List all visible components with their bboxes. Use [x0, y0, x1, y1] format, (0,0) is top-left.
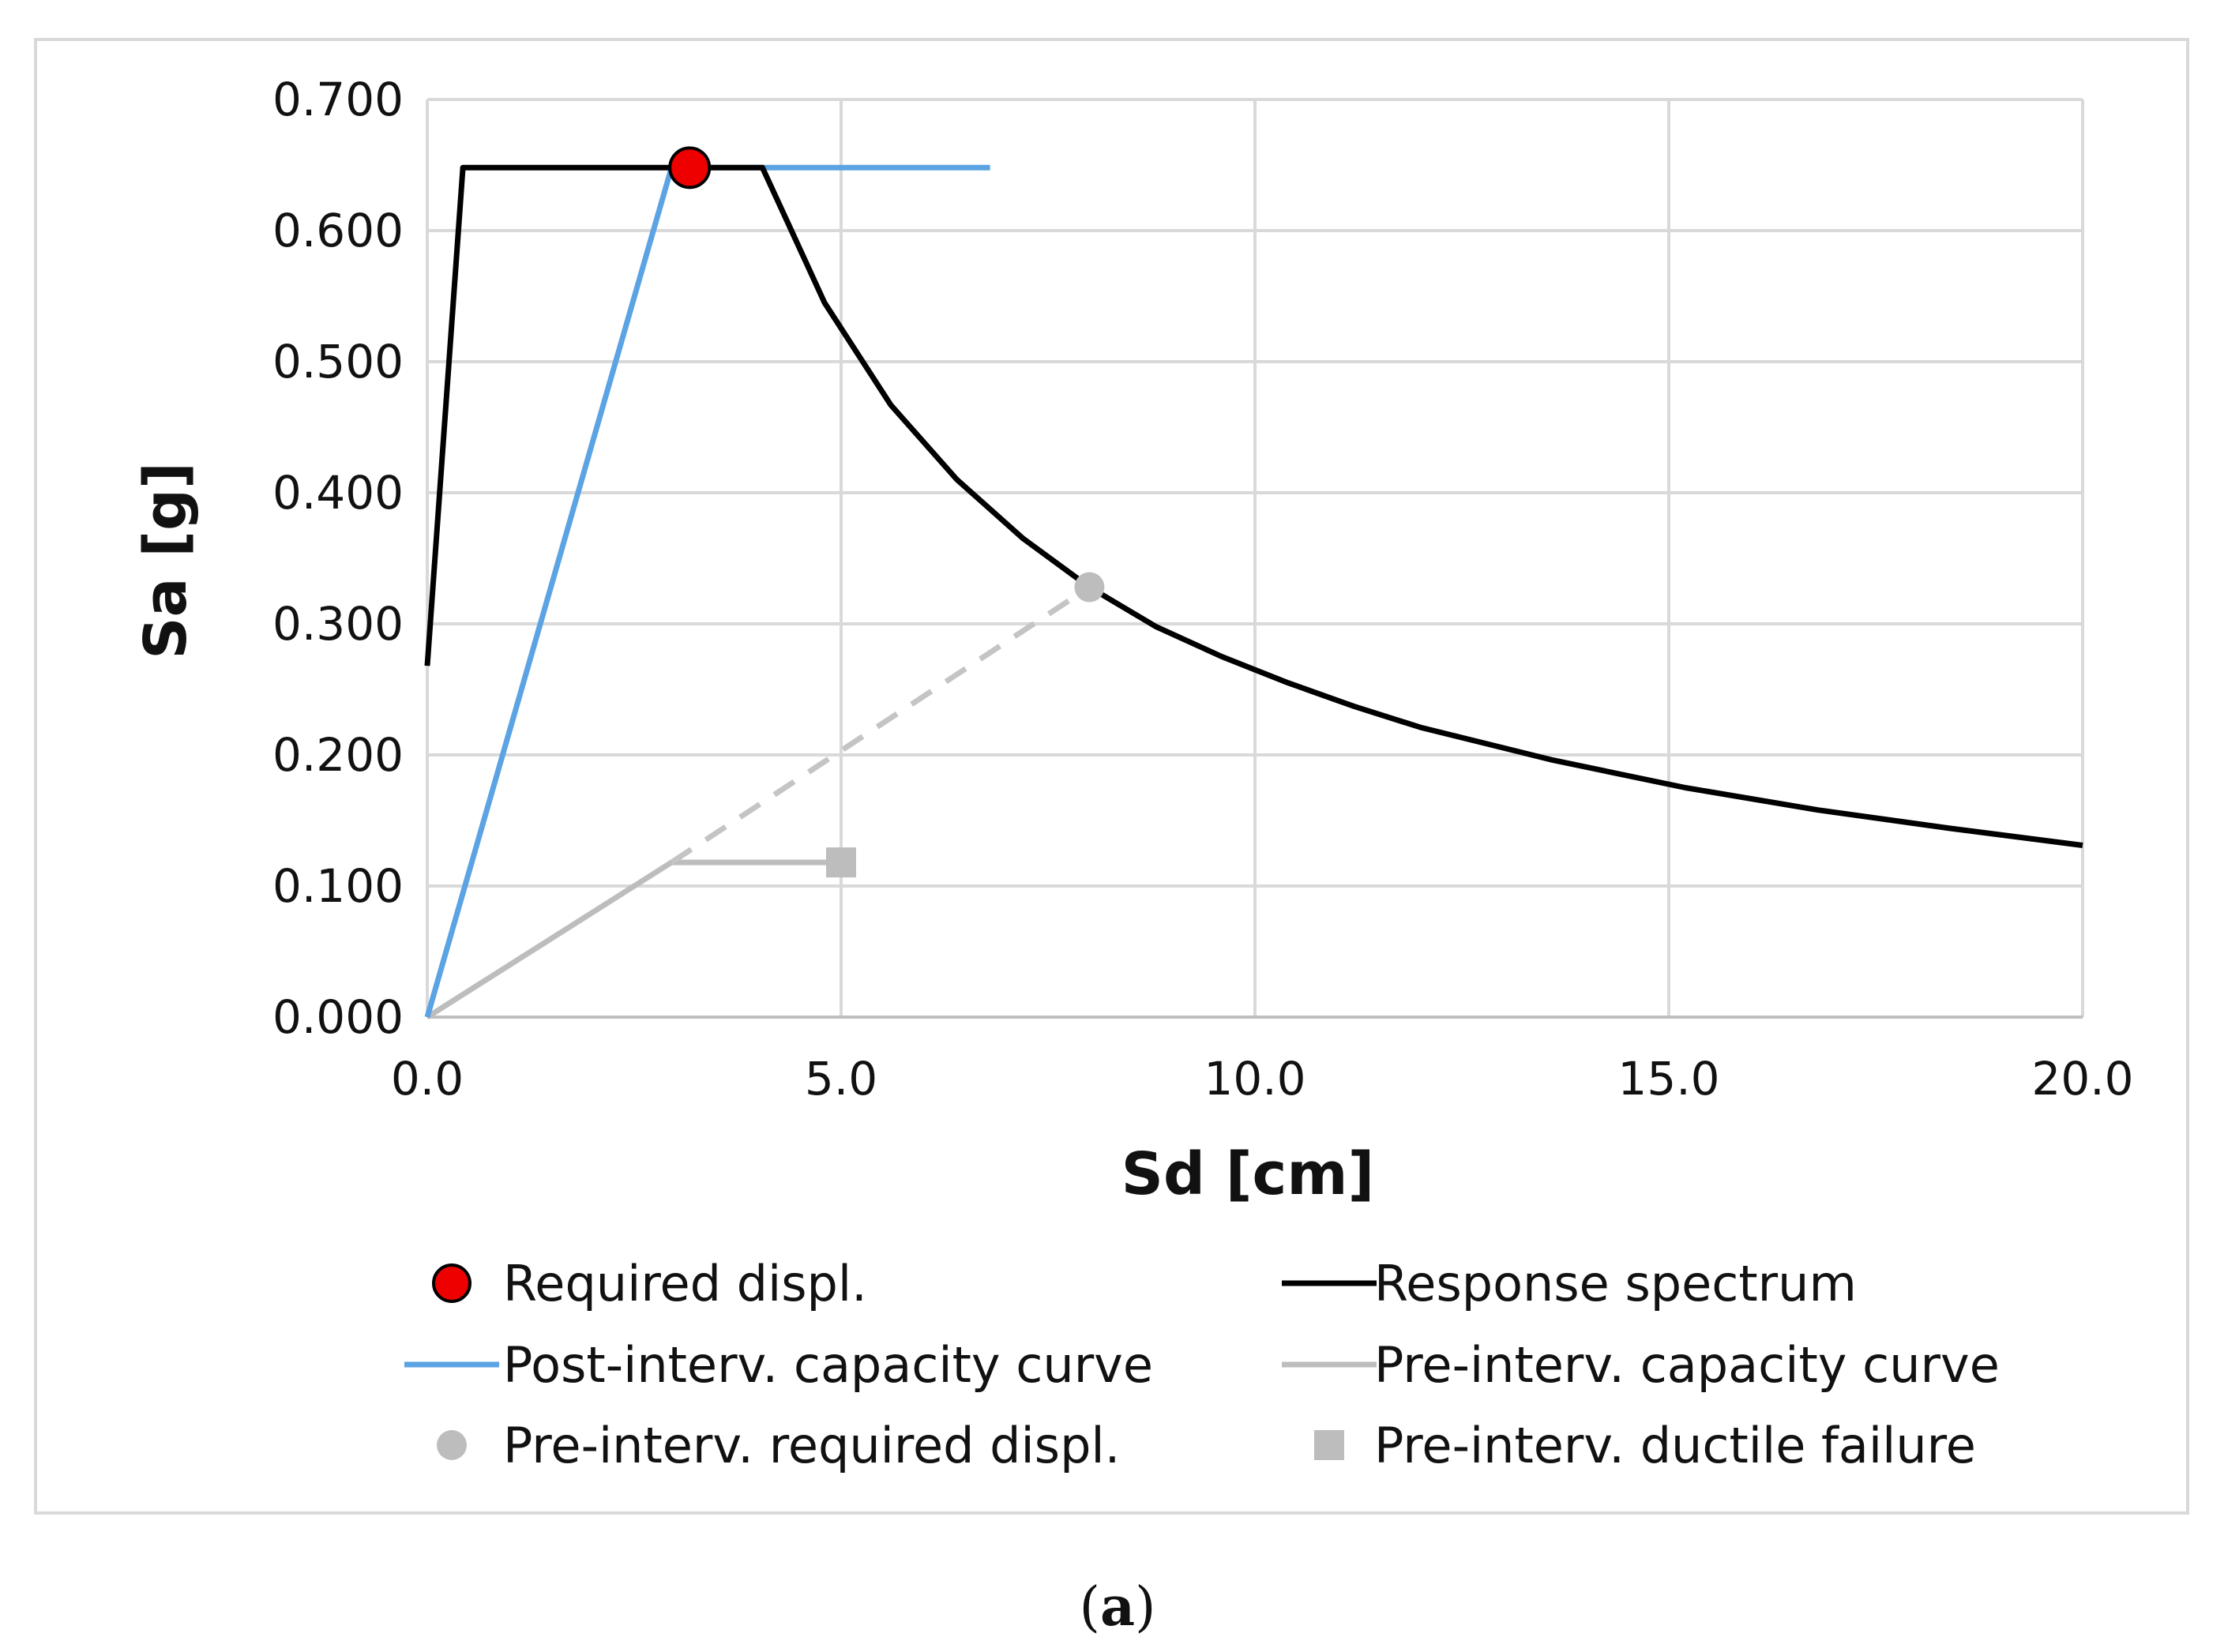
axes [426, 99, 2083, 1019]
legend-label-pre-interv-required-displ: Pre-interv. required displ. [503, 1417, 1120, 1474]
response-spectrum-line [424, 164, 2083, 848]
x-tick-label: 10.0 [1204, 1052, 1305, 1106]
y-tick-label: 0.600 [272, 204, 404, 257]
y-tick-label: 0.300 [272, 597, 404, 651]
chart-border [34, 38, 2189, 1515]
pre-interv-required-displ-marker [1074, 572, 1105, 603]
legend-swatch-pre-interv-required-displ [437, 1430, 467, 1460]
pre-interv-demand-line-line [670, 584, 1091, 865]
pre-interv-ductile-failure-marker [826, 847, 856, 878]
x-tick-label: 20.0 [2031, 1052, 2133, 1106]
legend-label-post-interv-capacity-curve: Post-interv. capacity curve [503, 1336, 1153, 1394]
legend-label-pre-interv-capacity-curve: Pre-interv. capacity curve [1374, 1336, 2000, 1394]
x-axis-title: Sd [cm] [1121, 1140, 1375, 1208]
tick-labels: 0.000 0.100 0.200 0.300 0.400 0.500 0.600 0.700… [272, 73, 2134, 1106]
legend-label-pre-interv-ductile-failure: Pre-interv. ductile failure [1374, 1417, 1976, 1474]
x-tick-label: 15.0 [1617, 1052, 1719, 1106]
figure-caption: (a) [1079, 1575, 1155, 1639]
caption-letter: a [1100, 1575, 1135, 1639]
plot-area [424, 146, 2083, 1019]
legend: Required displ. Response spectrum Post-int… [404, 1255, 2000, 1474]
legend-swatch-pre-interv-ductile-failure [1314, 1430, 1344, 1460]
legend-swatch-required-displ [432, 1263, 471, 1303]
y-tick-label: 0.400 [272, 466, 404, 520]
required-displ-marker [668, 146, 712, 190]
legend-label-required-displ: Required displ. [503, 1255, 867, 1312]
y-axis-title: Sa [g] [132, 462, 200, 659]
y-tick-label: 0.200 [272, 728, 404, 782]
x-tick-label: 5.0 [805, 1052, 877, 1106]
y-tick-label: 0.500 [272, 335, 404, 389]
x-tick-label: 0.0 [391, 1052, 464, 1106]
caption-close-paren: ) [1135, 1576, 1156, 1639]
y-tick-label: 0.700 [272, 73, 404, 126]
y-tick-label: 0.100 [272, 859, 404, 913]
legend-label-response-spectrum: Response spectrum [1374, 1255, 1857, 1312]
y-tick-label: 0.000 [272, 990, 404, 1044]
caption-open-paren: ( [1079, 1576, 1100, 1639]
